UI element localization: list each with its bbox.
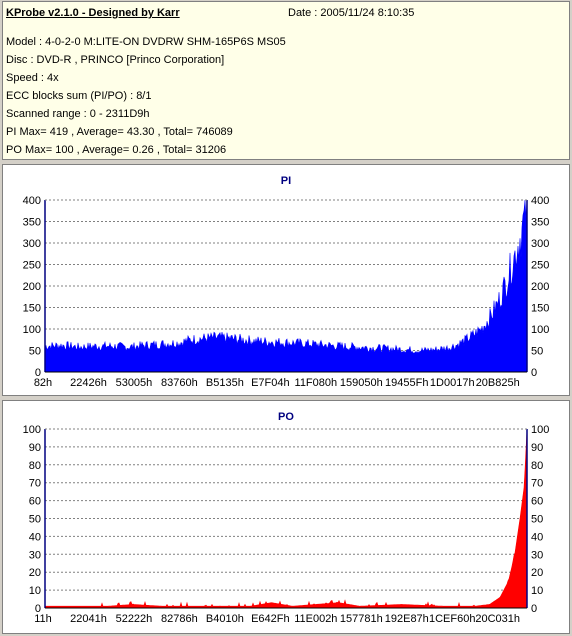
y-tick-label-right: 100 xyxy=(531,324,549,336)
y-tick-label-left: 300 xyxy=(23,238,41,250)
y-tick-label-left: 80 xyxy=(29,460,41,472)
x-tick-label: B4010h xyxy=(206,613,244,625)
series-area xyxy=(44,199,528,373)
x-tick-label: 11F080h xyxy=(295,377,338,389)
x-tick-label: 83760h xyxy=(161,377,198,389)
x-tick-label: 22041h xyxy=(70,613,107,625)
chart-title: PI xyxy=(281,175,291,187)
chart-title: PO xyxy=(278,411,294,423)
y-tick-label-right: 300 xyxy=(531,238,549,250)
x-tick-label: 82786h xyxy=(161,613,198,625)
y-tick-label-right: 100 xyxy=(531,424,549,436)
y-tick-label-left: 50 xyxy=(29,514,41,526)
y-tick-label-left: 400 xyxy=(23,195,41,207)
app-title: KProbe v2.1.0 - Designed by Karr xyxy=(6,7,180,19)
x-tick-label: 52222h xyxy=(116,613,153,625)
pi-stats: PI Max= 419 , Average= 43.30 , Total= 74… xyxy=(6,126,233,138)
y-tick-label-left: 0 xyxy=(35,603,41,615)
y-tick-label-right: 10 xyxy=(531,585,543,597)
po-chart: PO 0 0 10 10 20 20 30 30 40 40 50 50 60 60 70 70 80 80 90 90… xyxy=(23,411,550,625)
y-tick-label-right: 400 xyxy=(531,195,549,207)
y-tick-label-left: 10 xyxy=(29,585,41,597)
x-tick-label: E642Fh xyxy=(251,613,290,625)
x-tick-label: 192E87h xyxy=(385,613,429,625)
y-tick-label-left: 40 xyxy=(29,531,41,543)
pi-chart: PI 0 0 50 50 100 100 150 150 200 200 250 250 300 300 35… xyxy=(23,175,550,389)
y-tick-label-right: 70 xyxy=(531,478,543,490)
y-tick-label-left: 60 xyxy=(29,496,41,508)
y-tick-label-right: 0 xyxy=(531,367,537,379)
y-tick-label-right: 0 xyxy=(531,603,537,615)
y-tick-label-right: 20 xyxy=(531,567,543,579)
po-stats: PO Max= 100 , Average= 0.26 , Total= 312… xyxy=(6,144,227,156)
x-tick-label: 1D0017h xyxy=(430,377,475,389)
y-tick-label-left: 200 xyxy=(23,281,41,293)
x-tick-label: 11E002h xyxy=(294,613,337,625)
y-tick-label-right: 40 xyxy=(531,531,543,543)
y-tick-label-right: 30 xyxy=(531,549,543,561)
scan-date: Date : 2005/11/24 8:10:35 xyxy=(288,7,415,19)
x-tick-label: 53005h xyxy=(116,377,153,389)
y-tick-label-right: 80 xyxy=(531,460,543,472)
y-tick-label-right: 90 xyxy=(531,442,543,454)
x-tick-label: 11h xyxy=(34,613,52,625)
scanned-range: Scanned range : 0 - 2311D9h xyxy=(6,108,150,120)
x-tick-label: 20B825h xyxy=(476,377,520,389)
y-tick-label-right: 50 xyxy=(531,346,543,358)
disc-info-panel: KProbe v2.1.0 - Designed by Karr Date : … xyxy=(2,1,570,160)
series-area xyxy=(44,428,528,609)
y-tick-label-right: 150 xyxy=(531,303,549,315)
y-tick-label-right: 250 xyxy=(531,260,549,272)
x-tick-label: B5135h xyxy=(206,377,244,389)
y-tick-label-left: 100 xyxy=(23,424,41,436)
y-tick-label-right: 50 xyxy=(531,514,543,526)
disc-type: Disc : DVD-R , PRINCO [Princo Corporatio… xyxy=(6,54,225,66)
po-chart-panel: PO 0 0 10 10 20 20 30 30 40 40 50 50 60 60 70 70 80 80 90 90… xyxy=(2,400,570,634)
y-tick-label-left: 100 xyxy=(23,324,41,336)
x-tick-label: 159050h xyxy=(340,377,383,389)
y-tick-label-right: 350 xyxy=(531,217,549,229)
y-tick-label-left: 50 xyxy=(29,346,41,358)
y-tick-label-left: 30 xyxy=(29,549,41,561)
x-tick-label: 1CEF60h xyxy=(429,613,475,625)
x-tick-label: 19455Fh xyxy=(385,377,428,389)
y-tick-label-left: 20 xyxy=(29,567,41,579)
x-tick-label: E7F04h xyxy=(251,377,290,389)
x-tick-label: 20C031h xyxy=(475,613,520,625)
y-tick-label-left: 150 xyxy=(23,303,41,315)
y-tick-label-left: 70 xyxy=(29,478,41,490)
x-tick-label: 22426h xyxy=(70,377,107,389)
drive-model: Model : 4-0-2-0 M:LITE-ON DVDRW SHM-165P… xyxy=(6,36,286,48)
pi-chart-panel: PI 0 0 50 50 100 100 150 150 200 200 250 250 300 300 35… xyxy=(2,164,570,396)
y-tick-label-right: 200 xyxy=(531,281,549,293)
x-tick-label: 82h xyxy=(34,377,52,389)
y-tick-label-right: 60 xyxy=(531,496,543,508)
ecc-blocks-sum: ECC blocks sum (PI/PO) : 8/1 xyxy=(6,90,152,102)
x-tick-label: 157781h xyxy=(340,613,383,625)
y-tick-label-left: 90 xyxy=(29,442,41,454)
y-tick-label-left: 250 xyxy=(23,260,41,272)
y-tick-label-left: 350 xyxy=(23,217,41,229)
scan-speed: Speed : 4x xyxy=(6,72,59,84)
y-tick-label-left: 0 xyxy=(35,367,41,379)
